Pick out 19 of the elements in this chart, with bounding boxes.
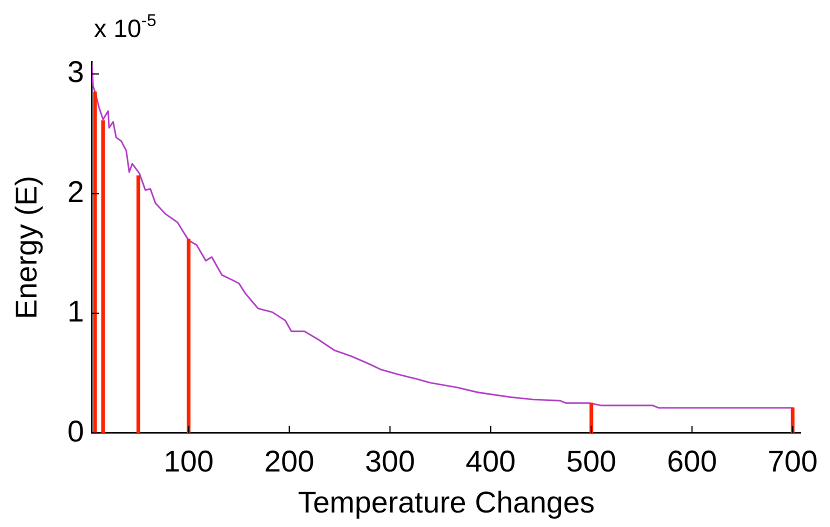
x-tick-label: 600 — [666, 445, 718, 478]
y-tick-label: 3 — [67, 56, 84, 90]
y-axis-title: Energy (E) — [10, 176, 44, 320]
text: x 10$^{-5}$ — [94, 11, 156, 44]
x-tick-label: 700 — [768, 445, 818, 478]
x-axis-title: Temperature Changes — [298, 486, 595, 520]
x-tick-label: 100 — [164, 445, 214, 478]
bar — [186, 238, 190, 433]
x-tick-label: 500 — [566, 445, 616, 478]
y-tick-label: 2 — [67, 176, 84, 209]
bar — [93, 92, 97, 433]
x-tick-label: 300 — [364, 445, 416, 478]
x-tick-label: 400 — [466, 445, 516, 478]
x-tick-label: 200 — [264, 445, 314, 478]
bar — [136, 175, 140, 433]
y-tick-label: 1 — [67, 296, 84, 329]
bar — [590, 402, 594, 433]
y-tick-label: 0 — [67, 415, 84, 448]
bar — [101, 120, 105, 433]
